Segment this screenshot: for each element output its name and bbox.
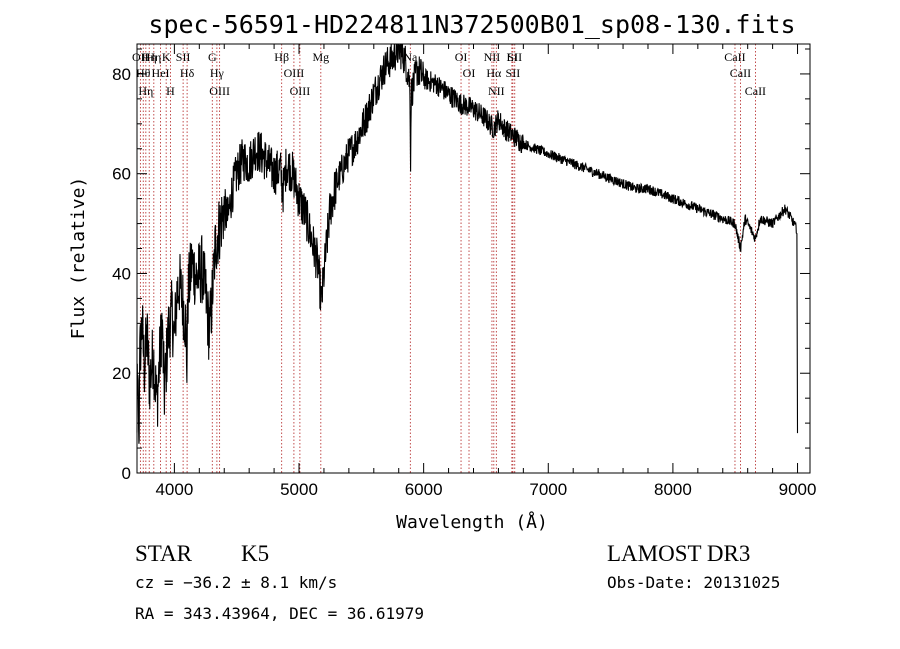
chart-title: spec-56591-HD224811N372500B01_sp08-130.f…: [148, 10, 795, 39]
line-marker-label: OIII: [209, 84, 230, 98]
object-class: STAR: [135, 541, 193, 566]
line-marker-label: CaII: [724, 50, 745, 64]
redshift-velocity: cz = −36.2 ± 8.1 km/s: [135, 573, 337, 592]
line-marker-label: SII: [506, 66, 521, 80]
y-axis-label: Flux (relative): [68, 177, 89, 340]
line-marker-label: NII: [484, 50, 501, 64]
line-marker-label: Hη: [138, 84, 153, 98]
y-tick-label: 60: [112, 165, 131, 184]
y-tick-label: 0: [122, 464, 131, 483]
spectrum-line: [136, 43, 799, 444]
line-marker-label: Li: [507, 50, 518, 64]
line-marker-label: Hδ: [180, 66, 195, 80]
line-marker-label: Hα: [486, 66, 502, 80]
line-marker-label: Hγ: [210, 66, 225, 80]
x-axis-label: Wavelength (Å): [396, 511, 548, 533]
object-subclass: K5: [241, 541, 269, 566]
line-marker-label: Hβ: [274, 50, 289, 64]
line-marker-label: Hθ: [136, 66, 151, 80]
line-marker-label: OII: [132, 50, 149, 64]
line-marker-label: CaII: [730, 66, 751, 80]
y-tick-label: 40: [112, 264, 131, 283]
line-marker-label: OI: [463, 66, 476, 80]
y-tick-label: 80: [112, 65, 131, 84]
line-marker-label: Hη: [146, 50, 161, 64]
line-marker-label: OI: [455, 50, 468, 64]
line-marker-label: Na: [403, 50, 418, 64]
line-marker-label: H: [166, 84, 175, 98]
x-tick-label: 7000: [529, 480, 567, 499]
line-marker-label: NII: [488, 84, 505, 98]
line-marker-labels: OIIHθHηHηHηHeIKHSIIHδGHγOIIIHβOIIIOIIIMg…: [132, 50, 766, 98]
x-tick-label: 4000: [155, 480, 193, 499]
line-markers: [139, 44, 756, 473]
line-marker-label: OIII: [290, 84, 311, 98]
line-marker-label: HeI: [152, 66, 170, 80]
line-marker-label: K: [162, 50, 171, 64]
line-marker-label: Mg: [312, 50, 329, 64]
y-axis-ticks: 0 20 40 60 80: [112, 48, 810, 483]
x-tick-label: 5000: [280, 480, 318, 499]
x-tick-label: 8000: [654, 480, 692, 499]
x-tick-label: 9000: [779, 480, 817, 499]
line-marker-label: CaII: [745, 84, 766, 98]
x-axis-ticks: 4000 5000 6000 7000 8000 9000: [155, 44, 816, 499]
coordinates: RA = 343.43964, DEC = 36.61979: [135, 604, 424, 623]
line-marker-label: SII: [507, 50, 522, 64]
observation-date: Obs-Date: 20131025: [607, 573, 780, 592]
line-marker-label: Hη: [142, 50, 157, 64]
y-tick-label: 20: [112, 364, 131, 383]
survey-name: LAMOST DR3: [607, 541, 750, 566]
line-marker-label: G: [208, 50, 217, 64]
line-marker-label: OIII: [284, 66, 305, 80]
line-marker-label: SII: [176, 50, 191, 64]
x-tick-label: 6000: [405, 480, 443, 499]
